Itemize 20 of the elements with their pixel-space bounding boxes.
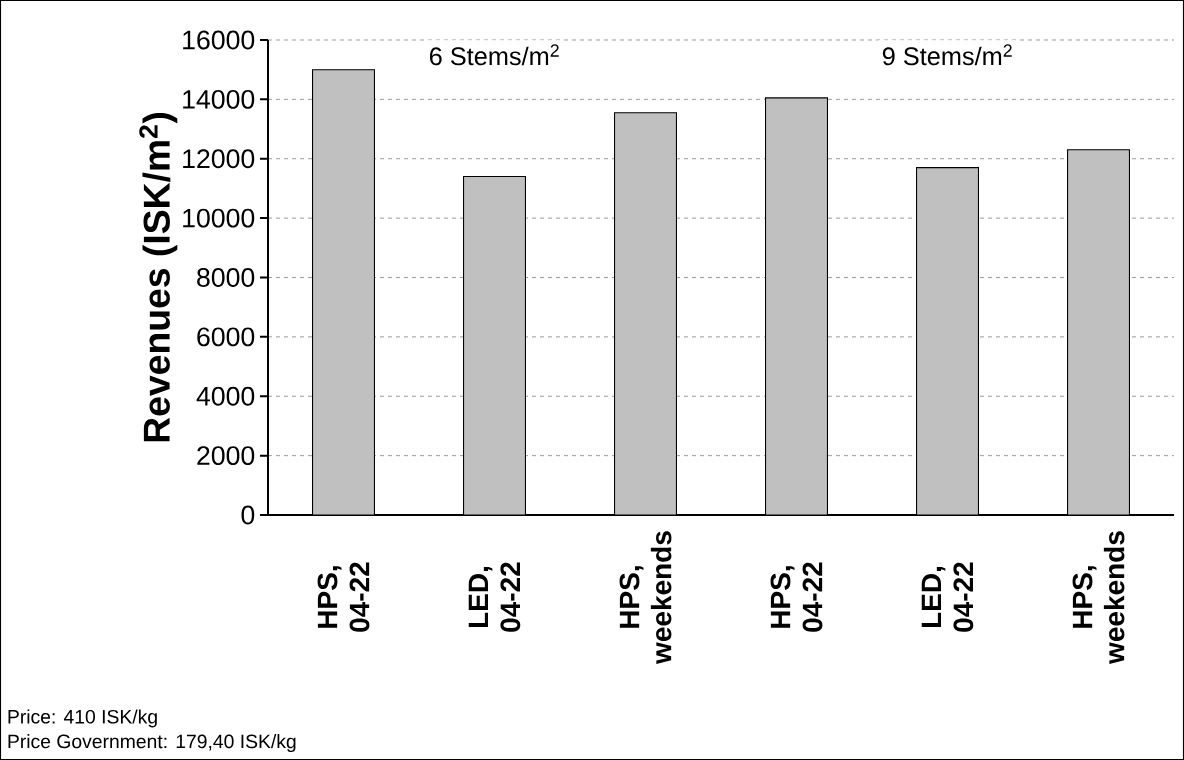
text: Price Government: 179,40 ISK/kg bbox=[8, 734, 296, 753]
y-axis-title: Revenues (ISK/m$^{2}$) bbox=[139, 113, 178, 442]
annotation: 6 Stems/m$^{2}$ bbox=[429, 44, 559, 66]
y-tick-label: 6000 bbox=[197, 327, 255, 347]
x-tick-label: LED, 04-22 bbox=[468, 562, 521, 632]
y-tick-label: 16000 bbox=[183, 30, 255, 50]
x-tick-label: LED, 04-22 bbox=[921, 562, 974, 632]
x-tick-label: HPS, 04-22 bbox=[770, 562, 823, 632]
y-tick-label: 8000 bbox=[197, 268, 255, 287]
annotation: 9 Stems/m$^{2}$ bbox=[882, 44, 1012, 66]
y-tick-label: 14000 bbox=[183, 89, 255, 109]
x-tick-label: HPS, weekends bbox=[1072, 531, 1125, 665]
y-tick-label: 2000 bbox=[197, 446, 255, 466]
y-tick-label: 0 bbox=[241, 505, 255, 525]
y-tick-label: 10000 bbox=[183, 208, 255, 228]
text: Price: 410 ISK/kg bbox=[8, 709, 157, 728]
x-tick-label: HPS, weekends bbox=[619, 531, 672, 665]
x-tick-label: HPS, 04-22 bbox=[317, 562, 370, 632]
y-tick-label: 12000 bbox=[183, 149, 255, 169]
y-tick-label: 4000 bbox=[196, 386, 255, 406]
